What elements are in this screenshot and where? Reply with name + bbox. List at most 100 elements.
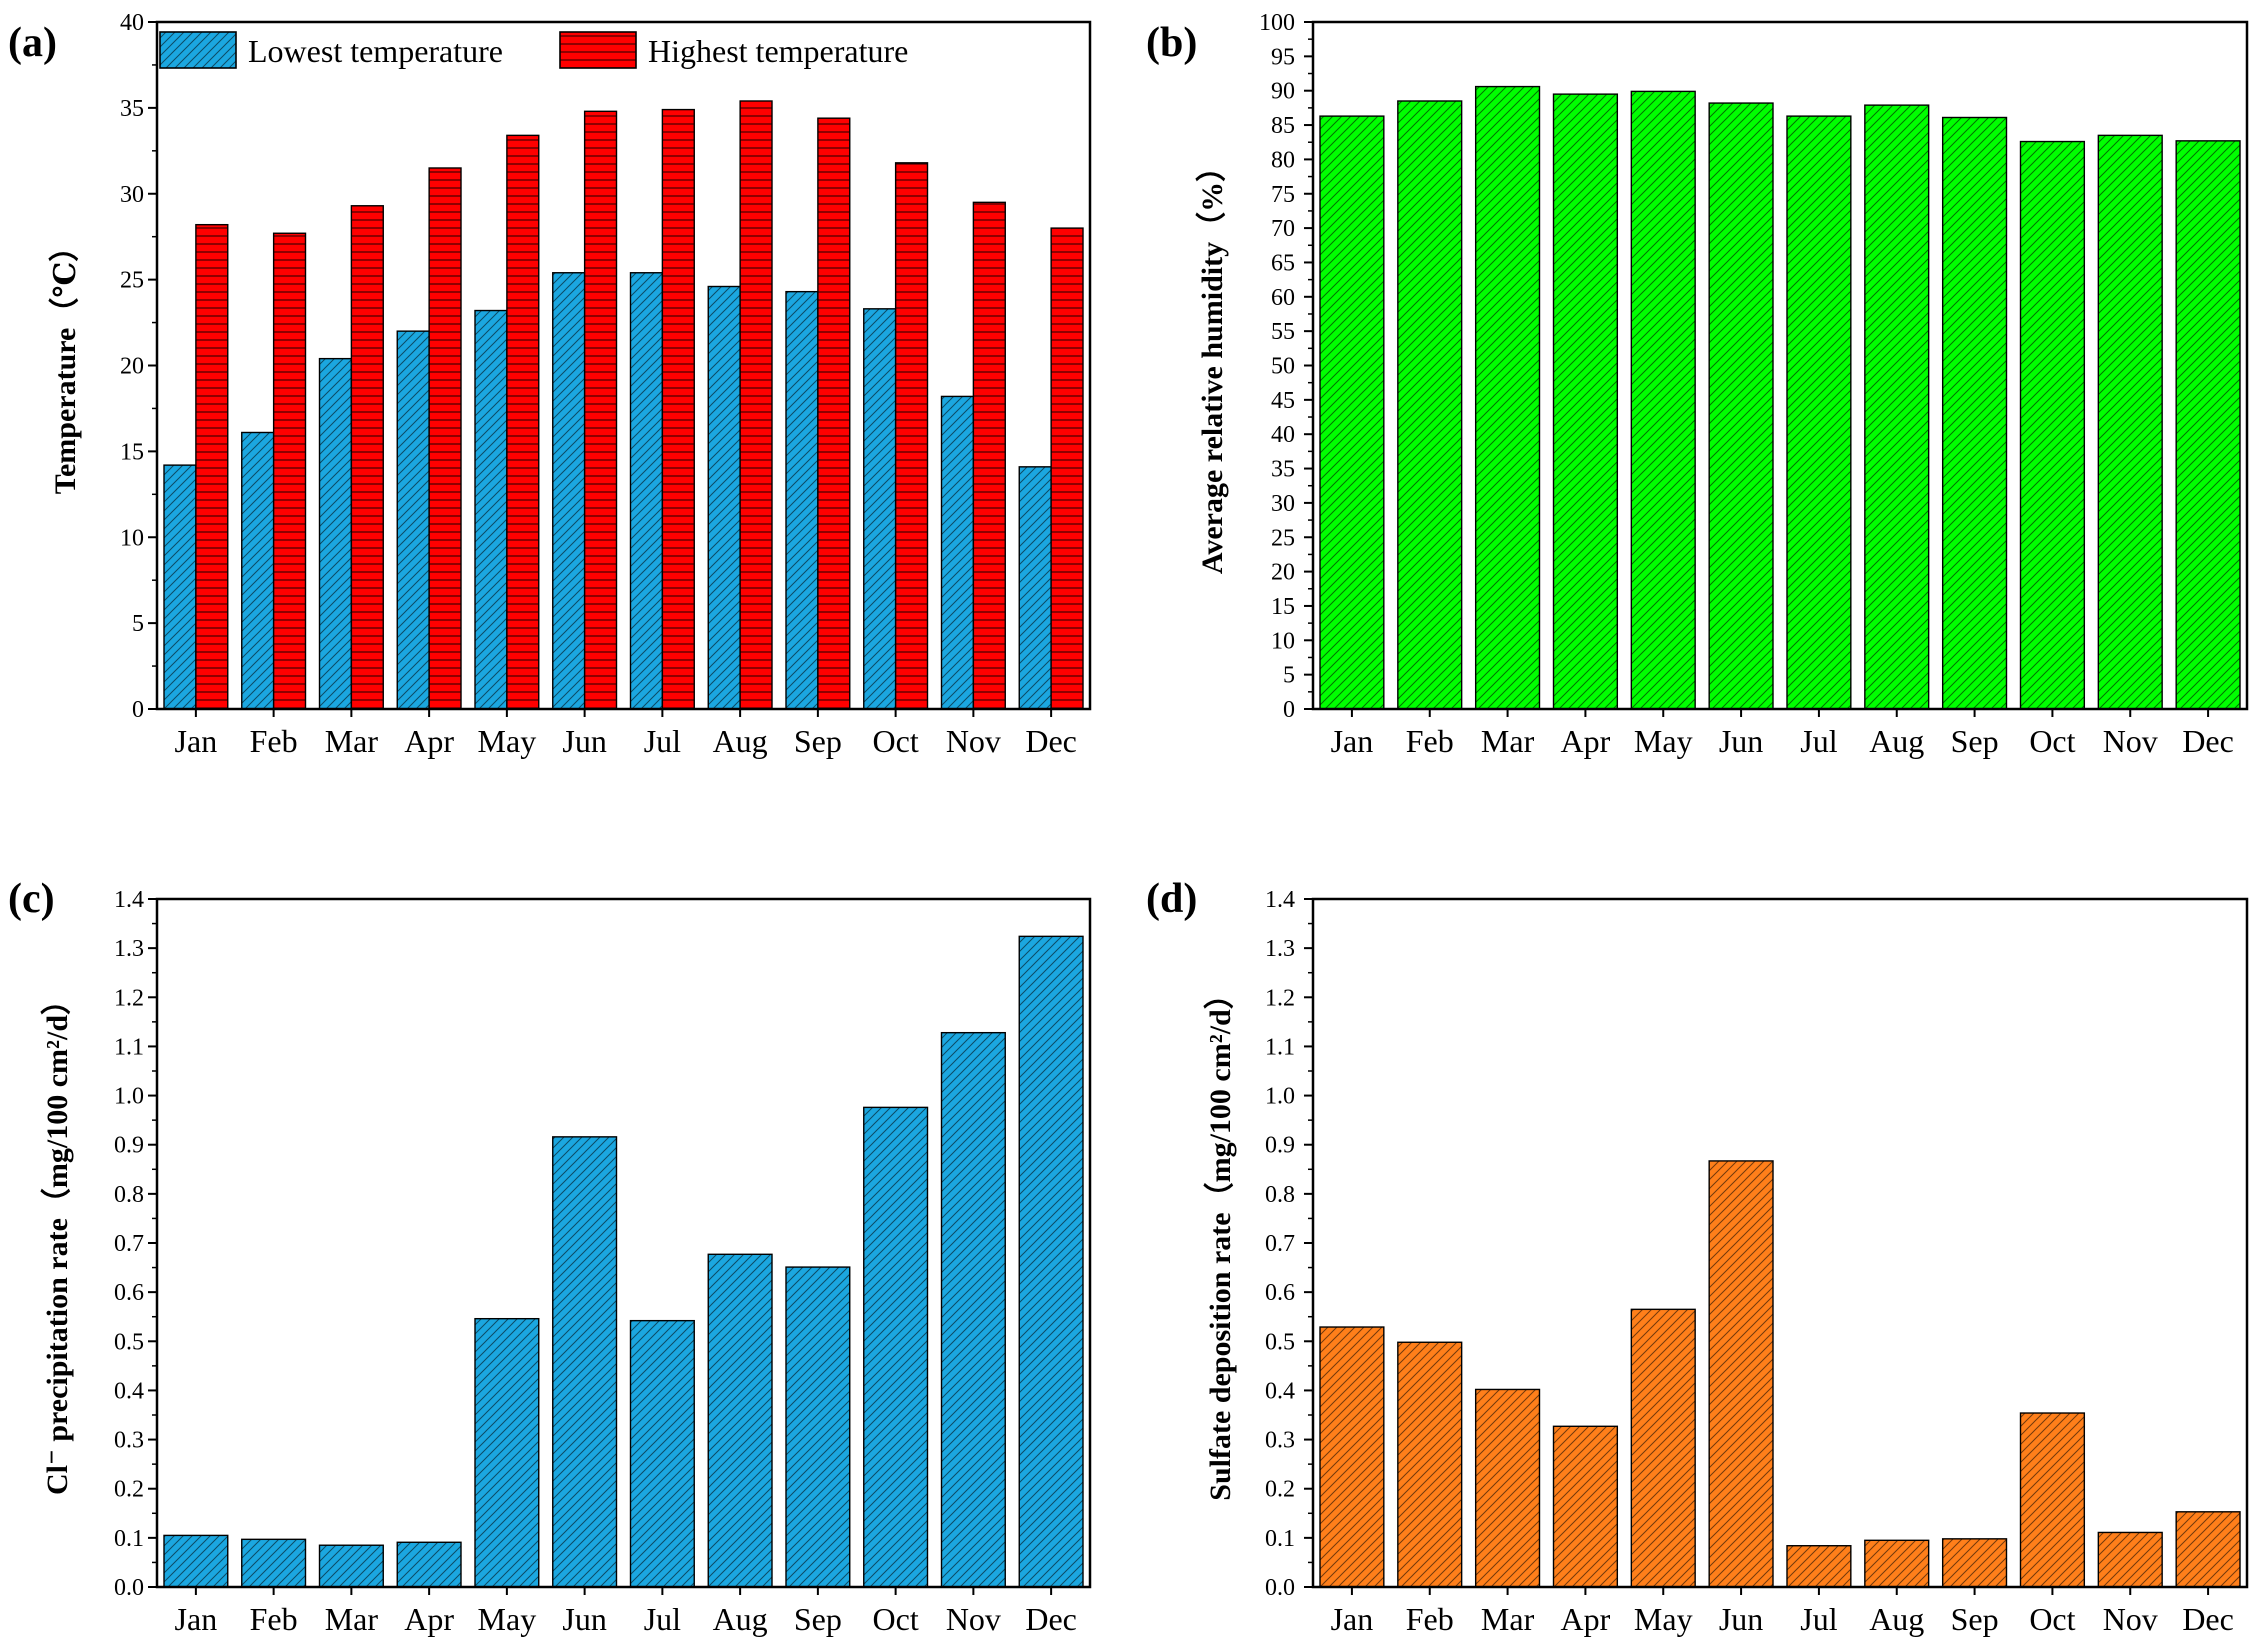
y-tick-label-a: 40 [120, 10, 144, 36]
bar-a-highest-temperature-sep [817, 117, 851, 710]
y-tick-label-b: 70 [1271, 216, 1295, 242]
bar-d-sulfate-deposition-rate-jan [1319, 1326, 1385, 1588]
y-tick-label-b: 60 [1271, 285, 1295, 311]
y-tick-label-c: 0.2 [114, 1477, 144, 1503]
x-tick-label-d-nov: Nov [2103, 1601, 2158, 1637]
bar-d-sulfate-deposition-rate-jul [1786, 1545, 1852, 1588]
panel-d-y-axis-label: Sulfate deposition rate（mg/100 cm²/d） [1203, 979, 1237, 1500]
x-tick-label-b-apr: Apr [1561, 723, 1611, 759]
bar-a-highest-temperature-may [506, 134, 540, 710]
bar-b-average-relative-humidity-jul [1786, 115, 1852, 710]
bar-c-cl-precipitation-rate-jun [552, 1136, 618, 1588]
y-tick-label-c: 1.0 [114, 1084, 144, 1110]
x-tick-label-b-feb: Feb [1406, 723, 1454, 759]
legend-label-lowest-temperature: Lowest temperature [248, 33, 503, 69]
x-tick-label-c-may: May [478, 1601, 537, 1637]
legend-label-highest-temperature: Highest temperature [648, 33, 908, 69]
panel-b-y-axis-label: Average relative humidity（%） [1195, 152, 1229, 574]
y-tick-label-b: 75 [1271, 182, 1295, 208]
y-tick-label-c: 0.0 [114, 1575, 144, 1601]
y-tick-label-d: 0.9 [1265, 1133, 1295, 1159]
legend-swatch-highest-temperature [559, 31, 637, 69]
y-tick-label-b: 55 [1271, 319, 1295, 345]
bar-a-highest-temperature-mar [350, 205, 384, 710]
bar-b-average-relative-humidity-aug [1864, 104, 1930, 710]
bar-b-average-relative-humidity-jan [1319, 115, 1385, 710]
y-tick-label-d: 0.7 [1265, 1231, 1295, 1257]
bar-a-highest-temperature-jun [583, 110, 618, 710]
y-tick-label-c: 0.5 [114, 1329, 144, 1355]
y-tick-label-b: 15 [1271, 594, 1295, 620]
panel-b-label: (b) [1146, 20, 1197, 66]
panel-b-humidity-chart: (b) Average relative humidity（%） 0 5 10 15 2… [1146, 10, 2249, 759]
bar-d-sulfate-deposition-rate-feb [1397, 1341, 1463, 1588]
bar-d-sulfate-deposition-rate-nov [2097, 1531, 2163, 1588]
bar-a-lowest-temperature-jan [163, 464, 197, 710]
x-tick-label-a-mar: Mar [325, 723, 379, 759]
y-tick-label-a: 25 [120, 268, 144, 294]
x-tick-label-d-may: May [1634, 1601, 1693, 1637]
x-tick-label-b-aug: Aug [1869, 723, 1924, 759]
x-tick-label-c-jan: Jan [175, 1601, 218, 1637]
x-tick-label-d-jan: Jan [1331, 1601, 1374, 1637]
x-tick-label-a-sep: Sep [794, 723, 842, 759]
y-tick-label-d: 1.1 [1265, 1034, 1295, 1060]
bar-d-sulfate-deposition-rate-oct [2019, 1412, 2086, 1588]
y-tick-label-c: 0.1 [114, 1526, 144, 1552]
x-tick-label-d-feb: Feb [1406, 1601, 1454, 1637]
y-tick-label-a: 35 [120, 96, 144, 122]
bar-d-sulfate-deposition-rate-apr [1552, 1425, 1619, 1588]
y-tick-label-b: 45 [1271, 388, 1295, 414]
panel-d-sulfate-chart: (d) Sulfate deposition rate（mg/100 cm²/d… [1146, 876, 2249, 1637]
panel-c-y-axis-label: Cl⁻ precipitation rate（mg/100 cm²/d） [40, 985, 74, 1495]
bar-d-sulfate-deposition-rate-sep [1941, 1538, 2008, 1588]
bar-a-highest-temperature-nov [972, 201, 1006, 710]
bar-a-lowest-temperature-apr [396, 330, 430, 710]
bar-d-sulfate-deposition-rate-dec [2175, 1511, 2241, 1588]
x-tick-label-c-sep: Sep [794, 1601, 842, 1637]
x-tick-label-a-aug: Aug [713, 723, 768, 759]
x-tick-label-a-oct: Oct [873, 723, 919, 759]
y-tick-label-b: 20 [1271, 560, 1295, 586]
y-tick-label-a: 30 [120, 182, 144, 208]
bar-a-lowest-temperature-jun [552, 272, 586, 710]
panel-c-chloride-chart: (c) Cl⁻ precipitation rate（mg/100 cm²/d）… [8, 876, 1092, 1637]
y-tick-label-b: 65 [1271, 250, 1295, 276]
y-tick-label-c: 1.3 [114, 936, 144, 962]
y-tick-label-b: 25 [1271, 525, 1295, 551]
bar-a-lowest-temperature-feb [241, 431, 275, 710]
x-tick-label-a-jul: Jul [644, 723, 681, 759]
y-tick-label-c: 0.4 [114, 1378, 144, 1404]
bar-a-highest-temperature-jul [661, 108, 695, 710]
bar-b-average-relative-humidity-may [1630, 90, 1696, 710]
y-tick-label-a: 10 [120, 525, 144, 551]
x-tick-label-b-dec: Dec [2182, 723, 2234, 759]
y-tick-label-d: 0.2 [1265, 1477, 1295, 1503]
y-tick-label-b: 5 [1283, 663, 1295, 689]
x-tick-label-b-may: May [1634, 723, 1693, 759]
y-tick-label-c: 0.9 [114, 1133, 144, 1159]
y-tick-label-d: 1.2 [1265, 985, 1295, 1011]
bar-c-cl-precipitation-rate-jul [629, 1319, 695, 1588]
y-tick-label-d: 1.0 [1265, 1084, 1295, 1110]
y-tick-label-c: 1.4 [114, 887, 144, 913]
y-tick-label-d: 1.4 [1265, 887, 1295, 913]
y-tick-label-d: 0.5 [1265, 1329, 1295, 1355]
panel-a-label: (a) [8, 20, 57, 66]
x-tick-label-c-nov: Nov [946, 1601, 1001, 1637]
x-tick-label-d-jul: Jul [1800, 1601, 1837, 1637]
bar-b-average-relative-humidity-dec [2175, 140, 2241, 710]
bar-a-lowest-temperature-oct [863, 308, 897, 710]
x-tick-label-b-oct: Oct [2029, 723, 2075, 759]
y-tick-label-d: 0.4 [1265, 1378, 1295, 1404]
panel-a-legend: Lowest temperature Highest temperature [159, 31, 908, 69]
y-tick-label-c: 1.2 [114, 985, 144, 1011]
bar-d-sulfate-deposition-rate-jun [1708, 1160, 1774, 1588]
y-tick-label-d: 0.1 [1265, 1526, 1295, 1552]
x-tick-label-d-mar: Mar [1481, 1601, 1535, 1637]
x-tick-label-c-jul: Jul [644, 1601, 681, 1637]
bar-a-lowest-temperature-aug [707, 285, 741, 710]
x-tick-label-c-oct: Oct [873, 1601, 919, 1637]
x-tick-label-c-feb: Feb [250, 1601, 298, 1637]
